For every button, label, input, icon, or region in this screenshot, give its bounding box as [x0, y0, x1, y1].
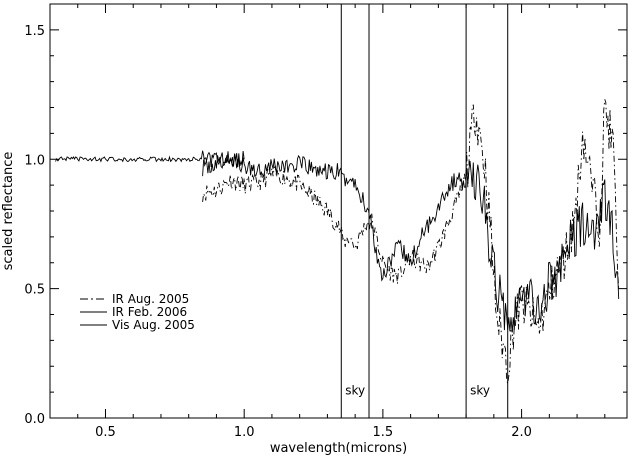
legend-label-3: Vis Aug. 2005	[112, 318, 195, 332]
x-tick-label: 1.5	[373, 425, 394, 440]
series-line-3	[55, 150, 245, 168]
x-tick-label: 2.0	[511, 425, 532, 440]
y-tick-label: 0.5	[24, 283, 45, 298]
series-line-2	[202, 153, 620, 333]
legend-label-2: IR Feb. 2006	[112, 305, 187, 319]
x-tick-label: 0.5	[95, 425, 116, 440]
y-tick-label: 1.5	[24, 24, 45, 39]
legend-label-1: IR Aug. 2005	[112, 292, 189, 306]
x-axis: 0.5 1.0 1.5 2.0	[49, 4, 606, 440]
y-axis: 0.0 0.5 1.0 1.5	[24, 3, 627, 427]
x-tick-label: 1.0	[234, 425, 255, 440]
sky-label-1: sky	[345, 384, 365, 398]
sky-label-2: sky	[470, 384, 490, 398]
x-axis-title: wavelength(microns)	[270, 441, 407, 456]
y-tick-label: 0.0	[24, 412, 45, 427]
y-axis-title: scaled reflectance	[1, 152, 16, 271]
plot-content: sky sky	[55, 4, 620, 418]
plot-frame	[49, 3, 628, 419]
series-line-1	[202, 99, 620, 384]
y-tick-label: 1.0	[24, 153, 45, 168]
